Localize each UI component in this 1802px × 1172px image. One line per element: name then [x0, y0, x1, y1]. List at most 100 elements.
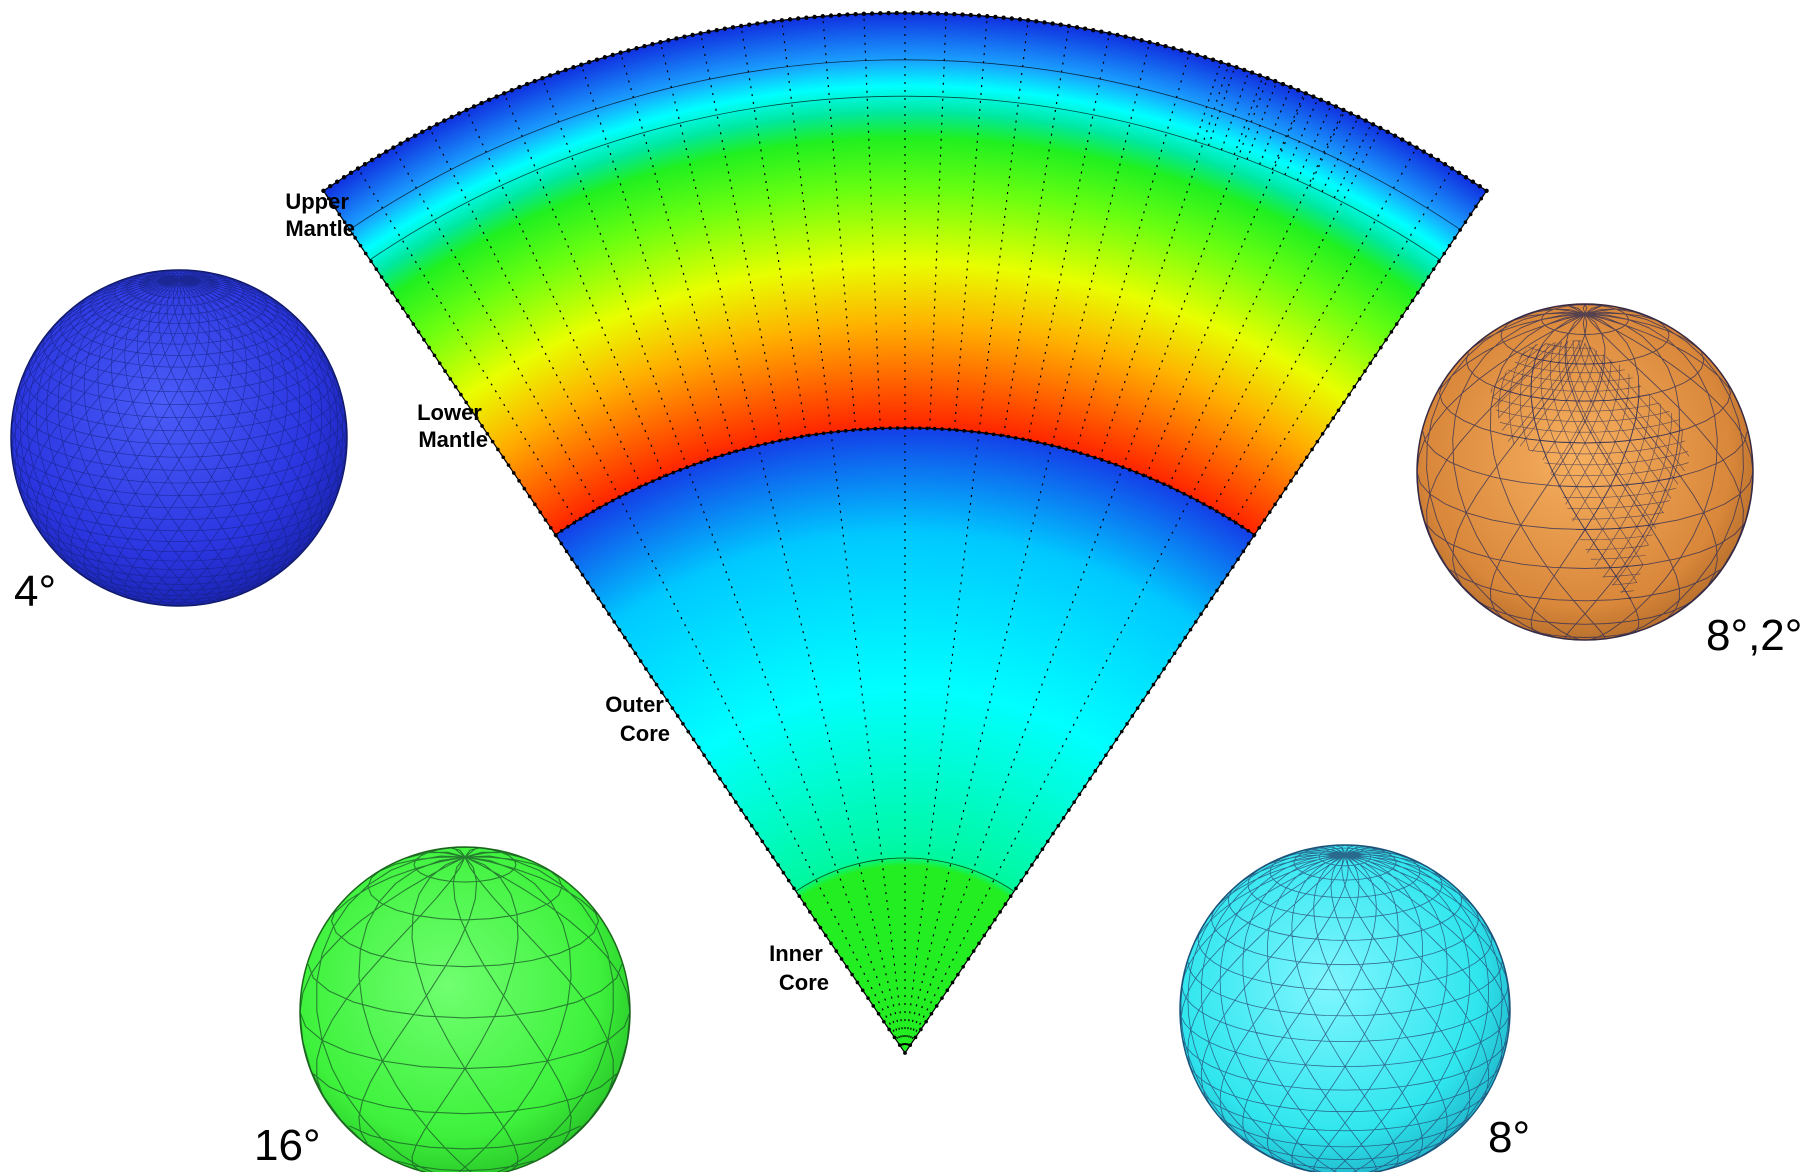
surface-node — [886, 10, 891, 16]
sphere-16deg — [299, 846, 631, 1172]
surface-node — [1378, 125, 1383, 131]
edge-node — [723, 784, 728, 789]
outer-core-label: Outer Core — [605, 692, 670, 746]
edge-node — [459, 392, 463, 397]
cmb-node — [1071, 449, 1076, 453]
edge-node — [1003, 902, 1008, 906]
edge-node — [453, 384, 458, 389]
surface-node — [1363, 118, 1368, 123]
edge-node — [1373, 353, 1378, 358]
surface-node — [730, 25, 736, 30]
cmb-node — [692, 462, 696, 467]
surface-node — [690, 32, 695, 38]
surface-node — [1456, 170, 1462, 176]
edge-node — [490, 439, 495, 444]
edge-node — [1109, 745, 1113, 750]
edge-node — [749, 823, 754, 828]
mantle-radial-21 — [1051, 42, 1151, 446]
surface-node — [1099, 29, 1104, 34]
edge-node — [1426, 275, 1431, 279]
edge-node — [1442, 251, 1447, 256]
surface-node — [517, 84, 522, 90]
edge-node — [369, 259, 373, 264]
surface-node — [1171, 46, 1176, 51]
surface-node — [355, 166, 361, 171]
surface-node — [341, 175, 347, 180]
lower-mantle-line2: Mantle — [418, 427, 488, 452]
upper-mantle-line1: Upper — [285, 189, 349, 214]
edge-node — [660, 690, 664, 695]
edge-node — [400, 306, 405, 311]
edge-node — [564, 549, 569, 554]
edge-node — [1151, 682, 1156, 687]
edge-node — [1310, 447, 1314, 452]
surface-node — [993, 14, 998, 20]
edge-node — [1014, 886, 1018, 891]
surface-node — [610, 52, 615, 58]
surface-node — [1210, 57, 1216, 62]
edge-node — [1119, 729, 1124, 734]
edge-node — [628, 643, 632, 648]
edge-node — [485, 431, 490, 436]
cmb-node — [1168, 485, 1173, 490]
surface-node — [1392, 133, 1398, 138]
cmb-node — [1121, 465, 1125, 469]
edge-node — [1400, 314, 1404, 319]
mantle-radial-4 — [466, 109, 643, 487]
surface-node — [796, 16, 801, 21]
surface-node — [1074, 25, 1080, 30]
edge-node — [332, 204, 336, 209]
mantle-radial-6 — [541, 78, 688, 468]
inner-core-label: Inner Core — [769, 941, 829, 995]
surface-node — [1356, 114, 1361, 120]
cmb-node — [1175, 488, 1180, 493]
core-radial-6 — [904, 432, 980, 1054]
edge-node — [860, 988, 865, 993]
surface-node — [391, 145, 396, 150]
mantle-radial-26 — [1167, 109, 1344, 487]
edge-node — [1405, 306, 1410, 311]
edge-node — [448, 377, 453, 381]
surface-node — [449, 114, 454, 120]
edge-node — [987, 925, 992, 930]
surface-node — [1139, 38, 1144, 43]
edge-node — [353, 236, 357, 240]
edge-node — [887, 1027, 891, 1032]
edge-node — [358, 243, 363, 248]
cmb-node — [1127, 468, 1132, 472]
edge-node — [1215, 588, 1219, 593]
edge-node — [1141, 698, 1145, 703]
edge-node — [1437, 259, 1441, 264]
edge-node — [1484, 189, 1489, 193]
cmb-node — [1100, 458, 1104, 462]
surface-node — [1449, 166, 1455, 171]
edge-node — [1019, 878, 1024, 883]
edge-node — [1230, 565, 1235, 569]
surface-node — [985, 14, 990, 19]
edge-node — [845, 964, 849, 969]
surface-node — [1333, 104, 1339, 109]
edge-node — [1045, 839, 1050, 844]
surface-node — [471, 104, 477, 109]
cmb-node — [720, 453, 725, 458]
surface-node — [1407, 141, 1412, 146]
edge-node — [903, 1051, 907, 1055]
edge-node — [882, 1019, 886, 1024]
cmb-node — [604, 502, 609, 506]
cmb-node — [671, 470, 676, 475]
mesh4-lines — [1180, 845, 1510, 1172]
edge-node — [1162, 667, 1166, 671]
edge-node — [1294, 471, 1299, 475]
mantle-radial-27 — [1190, 127, 1381, 498]
surface-node — [763, 20, 768, 25]
edge-node — [1104, 753, 1108, 757]
edge-node — [506, 463, 511, 467]
surface-node — [1226, 62, 1231, 67]
mantle-radial-20 — [1027, 33, 1110, 441]
surface-node — [714, 27, 719, 33]
edge-node — [321, 189, 326, 193]
edge-node — [1188, 627, 1193, 632]
edge-node — [829, 941, 833, 946]
edge-node — [1024, 870, 1029, 875]
surface-node — [1050, 21, 1055, 26]
